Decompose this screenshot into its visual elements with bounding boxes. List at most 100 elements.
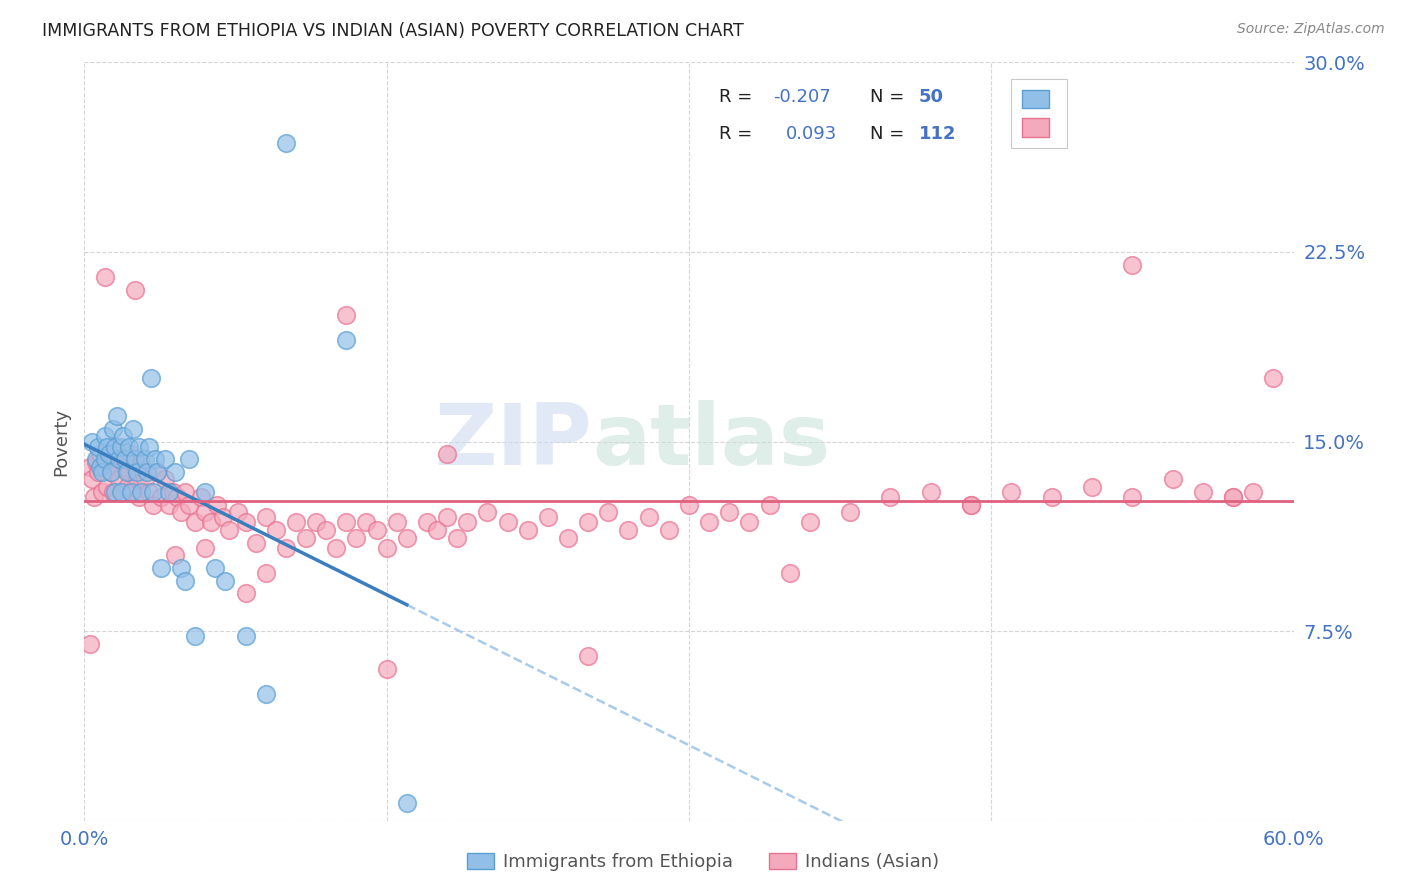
Point [165,548,187,563]
Point [149,561,172,575]
Point [162,485,184,500]
Point [214,574,236,588]
Point [305,516,328,530]
Text: 50: 50 [918,87,943,105]
Point [114,459,136,474]
Text: R =: R = [720,87,758,105]
Point [87,465,110,479]
Point [138,485,160,500]
Point [124,283,146,297]
Point [129,455,152,469]
Point [235,629,257,643]
Point [89,447,111,461]
Point [128,440,150,454]
Point [617,523,640,537]
Point [274,541,297,555]
Point [356,516,378,530]
Point [184,516,207,530]
Point [325,541,347,555]
Point [598,505,620,519]
Point [146,465,169,479]
Point [375,662,398,676]
Point [1222,490,1244,504]
Point [1161,473,1184,487]
Point [200,516,222,530]
Point [335,516,357,530]
Point [87,440,110,454]
Text: Source: ZipAtlas.com: Source: ZipAtlas.com [1237,22,1385,37]
Point [576,649,599,664]
Point [89,459,111,474]
Point [118,465,141,479]
Point [436,510,458,524]
Point [879,490,901,504]
Point [537,510,560,524]
Point [1222,490,1244,504]
Point [366,523,388,537]
Point [184,629,207,643]
Point [125,465,148,479]
Point [920,485,942,500]
Point [121,422,143,436]
Point [385,516,408,530]
Point [115,465,138,479]
Point [839,505,862,519]
Point [82,434,104,449]
Point [207,498,229,512]
Point [194,505,217,519]
Point [93,452,115,467]
Point [128,490,150,504]
Point [516,523,538,537]
Point [86,455,108,469]
Point [346,531,368,545]
Point [426,523,449,537]
Point [456,516,478,530]
Text: 0.093: 0.093 [786,126,837,144]
Point [1121,258,1143,272]
Point [718,505,741,519]
Point [100,465,122,479]
Point [142,485,165,500]
Point [153,452,176,467]
Point [799,516,821,530]
Text: R =: R = [720,126,758,144]
Point [107,452,129,467]
Point [83,490,105,504]
Text: atlas: atlas [592,400,831,483]
Y-axis label: Poverty: Poverty [52,408,70,475]
Point [91,465,114,479]
Point [1081,480,1104,494]
Point [91,485,114,500]
Point [100,465,122,479]
Point [416,516,439,530]
Point [235,516,257,530]
Point [738,516,761,530]
Point [115,480,138,494]
Point [111,485,134,500]
Point [779,566,801,580]
Point [104,440,127,454]
Point [1040,490,1063,504]
Point [170,505,193,519]
Point [170,561,193,575]
Point [101,485,124,500]
Point [335,334,357,348]
Text: N =: N = [870,126,910,144]
Point [143,452,166,467]
Point [124,452,146,467]
Legend: , : , [1011,79,1067,148]
Point [138,440,160,454]
Point [79,637,101,651]
Point [82,473,104,487]
Point [134,473,156,487]
Point [254,566,277,580]
Point [101,422,124,436]
Point [110,440,132,454]
Point [105,409,128,424]
Point [960,498,983,512]
Point [254,687,277,701]
Point [1241,485,1264,500]
Point [105,459,128,474]
Point [254,510,277,524]
Point [557,531,579,545]
